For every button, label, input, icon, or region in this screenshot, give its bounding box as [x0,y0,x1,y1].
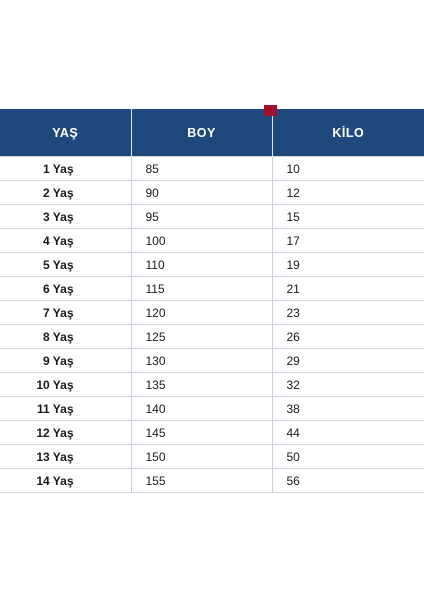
cell-age: 12 Yaş [0,420,131,445]
header-weight: KİLO [271,109,424,157]
cell-height: 95 [130,204,272,229]
table-row: 11 Yaş 140 38 [0,396,424,421]
table-row: 7 Yaş 120 23 [0,300,424,325]
cell-age: 13 Yaş [0,444,131,469]
cell-weight: 17 [271,228,424,253]
cell-age: 14 Yaş [0,468,131,493]
cell-weight: 10 [271,156,424,181]
cell-weight: 32 [271,372,424,397]
cell-weight: 56 [271,468,424,493]
table-row: 8 Yaş 125 26 [0,324,424,349]
cell-height: 85 [130,156,272,181]
table-row: 12 Yaş 145 44 [0,420,424,445]
cell-weight: 12 [271,180,424,205]
cell-age: 4 Yaş [0,228,131,253]
cell-age: 11 Yaş [0,396,131,421]
cell-height: 110 [130,252,272,277]
cell-age: 2 Yaş [0,180,131,205]
cell-weight: 15 [271,204,424,229]
cell-age: 10 Yaş [0,372,131,397]
cell-weight: 44 [271,420,424,445]
table-row: 2 Yaş 90 12 [0,180,424,205]
cell-height: 90 [130,180,272,205]
cell-age: 8 Yaş [0,324,131,349]
cell-height: 145 [130,420,272,445]
cell-weight: 19 [271,252,424,277]
cell-height: 115 [130,276,272,301]
cell-weight: 29 [271,348,424,373]
table-row: 10 Yaş 135 32 [0,372,424,397]
cell-age: 5 Yaş [0,252,131,277]
cell-weight: 50 [271,444,424,469]
cell-height: 150 [130,444,272,469]
table-row: 14 Yaş 155 56 [0,468,424,493]
table-row: 9 Yaş 130 29 [0,348,424,373]
table-row: 5 Yaş 110 19 [0,252,424,277]
table-row: 1 Yaş 85 10 [0,156,424,181]
cell-weight: 23 [271,300,424,325]
cell-age: 6 Yaş [0,276,131,301]
table-row: 3 Yaş 95 15 [0,204,424,229]
table-body: 1 Yaş 85 10 2 Yaş 90 12 3 Yaş 95 15 4 Yaş 100 17 5 Y… [0,156,424,493]
table-row: 6 Yaş 115 21 [0,276,424,301]
cell-height: 120 [130,300,272,325]
cell-weight: 26 [271,324,424,349]
header-height: BOY [130,109,272,157]
cell-height: 100 [130,228,272,253]
table-row: 4 Yaş 100 17 [0,228,424,253]
cell-weight: 38 [271,396,424,421]
cell-height: 130 [130,348,272,373]
table-header: YAŞ BOY KİLO [0,109,424,157]
cell-height: 135 [130,372,272,397]
header-marker [264,105,277,116]
cell-weight: 21 [271,276,424,301]
cell-height: 155 [130,468,272,493]
size-chart-table: YAŞ BOY KİLO 1 Yaş 85 10 2 Yaş 90 12 3 Yaş 95 15… [0,109,424,493]
table-row: 13 Yaş 150 50 [0,444,424,469]
cell-age: 1 Yaş [0,156,131,181]
header-row: YAŞ BOY KİLO [0,109,424,157]
cell-height: 140 [130,396,272,421]
cell-height: 125 [130,324,272,349]
cell-age: 7 Yaş [0,300,131,325]
cell-age: 3 Yaş [0,204,131,229]
cell-age: 9 Yaş [0,348,131,373]
header-age: YAŞ [0,109,131,157]
